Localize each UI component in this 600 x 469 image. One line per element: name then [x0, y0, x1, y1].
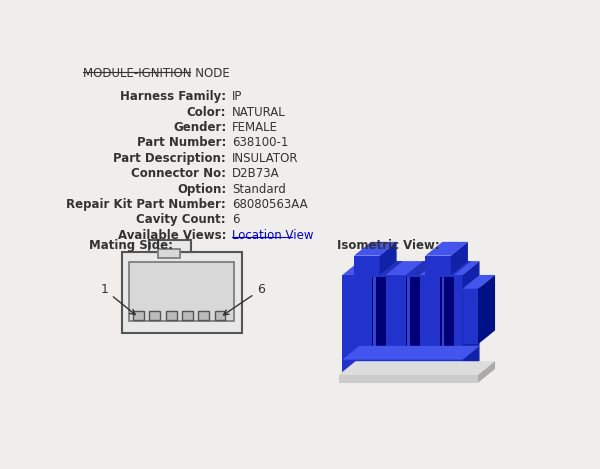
Text: Mating Side:: Mating Side:: [89, 239, 173, 252]
Bar: [338, 375, 478, 383]
Polygon shape: [463, 261, 479, 360]
Text: Standard: Standard: [232, 182, 286, 196]
Polygon shape: [404, 356, 422, 361]
Bar: [129, 262, 234, 321]
Bar: [373, 277, 376, 358]
Text: Part Description:: Part Description:: [113, 152, 226, 165]
Polygon shape: [423, 356, 441, 361]
Bar: [386, 361, 397, 375]
Text: Available Views:: Available Views:: [118, 229, 226, 242]
Bar: [425, 256, 451, 275]
Polygon shape: [463, 275, 495, 289]
Text: NATURAL: NATURAL: [232, 106, 286, 119]
Bar: [463, 289, 478, 344]
Bar: [406, 277, 420, 358]
Text: Cavity Count:: Cavity Count:: [137, 213, 226, 227]
Text: Color:: Color:: [187, 106, 226, 119]
Bar: [404, 361, 416, 375]
Text: D2B73A: D2B73A: [232, 167, 280, 180]
Text: Isometric View:: Isometric View:: [337, 239, 440, 252]
Bar: [354, 256, 380, 275]
Polygon shape: [343, 346, 479, 360]
Polygon shape: [451, 242, 468, 275]
Text: INSULATOR: INSULATOR: [232, 152, 299, 165]
Polygon shape: [349, 356, 367, 361]
Polygon shape: [338, 361, 495, 375]
Bar: [158, 249, 179, 258]
Bar: [215, 311, 226, 320]
Text: IP: IP: [232, 90, 243, 103]
Polygon shape: [386, 356, 404, 361]
Text: 68080563AA: 68080563AA: [232, 198, 308, 211]
Bar: [442, 277, 444, 358]
Bar: [133, 311, 144, 320]
Bar: [442, 361, 453, 375]
Polygon shape: [463, 346, 479, 375]
Bar: [349, 361, 360, 375]
Text: 6: 6: [224, 283, 265, 315]
Polygon shape: [354, 242, 397, 256]
Bar: [121, 252, 242, 333]
Bar: [343, 360, 463, 375]
Text: 1: 1: [101, 283, 135, 315]
Text: 638100-1: 638100-1: [232, 136, 289, 149]
Bar: [372, 277, 386, 358]
Text: FEMALE: FEMALE: [232, 121, 278, 134]
Polygon shape: [343, 261, 479, 275]
Bar: [149, 240, 191, 252]
Text: Option:: Option:: [177, 182, 226, 196]
Text: Gender:: Gender:: [173, 121, 226, 134]
Text: Location View: Location View: [232, 229, 314, 242]
Polygon shape: [367, 356, 385, 361]
Text: Part Number:: Part Number:: [137, 136, 226, 149]
Text: Connector No:: Connector No:: [131, 167, 226, 180]
Text: 6: 6: [232, 213, 240, 227]
Bar: [182, 311, 193, 320]
Text: Repair Kit Part Number:: Repair Kit Part Number:: [67, 198, 226, 211]
Bar: [440, 277, 454, 358]
Text: MODULE-IGNITION NODE: MODULE-IGNITION NODE: [83, 67, 229, 80]
Bar: [149, 311, 160, 320]
Polygon shape: [406, 261, 437, 275]
Bar: [407, 277, 410, 358]
Bar: [367, 361, 379, 375]
Polygon shape: [440, 261, 471, 275]
Bar: [343, 275, 463, 360]
Bar: [198, 311, 209, 320]
Polygon shape: [372, 261, 403, 275]
Polygon shape: [442, 356, 460, 361]
Text: Harness Family:: Harness Family:: [120, 90, 226, 103]
Bar: [166, 311, 176, 320]
Polygon shape: [380, 242, 397, 275]
Polygon shape: [478, 275, 495, 344]
Bar: [423, 361, 434, 375]
Polygon shape: [425, 242, 468, 256]
Polygon shape: [478, 361, 495, 383]
